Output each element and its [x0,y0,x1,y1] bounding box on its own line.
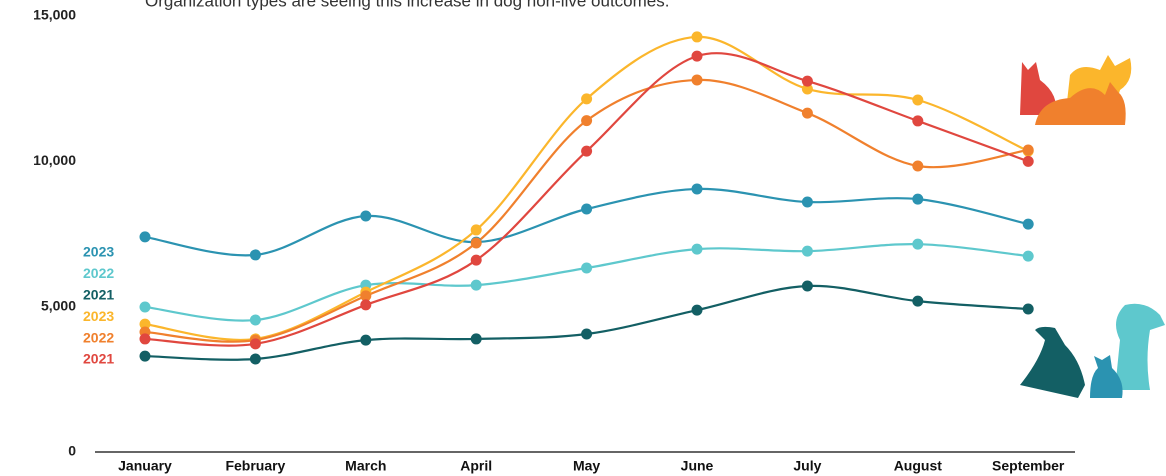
data-point [1022,218,1034,230]
data-point [249,338,261,350]
data-point [1022,155,1034,167]
legend-label: 2022 [83,329,114,345]
legend-label: 2022 [83,265,114,281]
data-point [801,107,813,119]
data-point [581,262,593,274]
data-point [801,196,813,208]
data-point [1022,250,1034,262]
data-point [1022,303,1034,315]
data-point [139,231,151,243]
data-point [691,31,703,43]
x-tick-label: January [118,458,172,474]
data-point [581,203,593,215]
y-tick-label: 5,000 [41,297,76,313]
dog-icons [1020,303,1165,398]
data-point [581,328,593,340]
data-point [912,193,924,205]
data-point [470,333,482,345]
x-tick-label: April [460,458,492,474]
data-point [139,301,151,313]
data-point [249,249,261,261]
x-tick-label: August [894,458,943,474]
data-point [360,299,372,311]
chart-subtitle: Organization types are seeing this incre… [145,0,669,10]
data-point [912,160,924,172]
data-point [360,334,372,346]
x-tick-label: July [793,458,821,474]
data-point [691,304,703,316]
y-tick-label: 10,000 [33,152,76,168]
data-point [470,237,482,249]
data-point [801,280,813,292]
data-point [912,238,924,250]
data-point [581,145,593,157]
legend-label: 2023 [83,308,114,324]
data-point [249,314,261,326]
data-point [801,83,813,95]
data-point [360,290,372,302]
data-point [581,93,593,105]
series-line [144,284,1029,361]
data-point [691,74,703,86]
data-point [360,210,372,222]
y-tick-label: 0 [68,443,76,459]
data-point [139,333,151,345]
data-point [912,295,924,307]
data-point [912,94,924,106]
series-line [144,243,1029,322]
data-point [249,353,261,365]
legend-label: 2023 [83,244,114,260]
data-point [139,350,151,362]
data-point [691,243,703,255]
x-tick-label: September [992,458,1065,474]
x-tick-label: March [345,458,386,474]
x-tick-label: June [681,458,714,474]
data-point [801,245,813,257]
data-point [801,75,813,87]
data-point [581,115,593,127]
cat-icons [1020,55,1132,125]
data-point [470,279,482,291]
data-point [691,183,703,195]
legend-label: 2021 [83,287,114,303]
y-tick-label: 15,000 [33,7,76,23]
data-point [691,50,703,62]
data-point [912,115,924,127]
x-tick-label: May [573,458,600,474]
data-point [1022,144,1034,156]
legend-label: 2021 [83,351,114,367]
data-point [470,224,482,236]
data-point [470,254,482,266]
x-tick-label: February [225,458,285,474]
data-point [139,318,151,330]
series-line [144,35,1029,341]
